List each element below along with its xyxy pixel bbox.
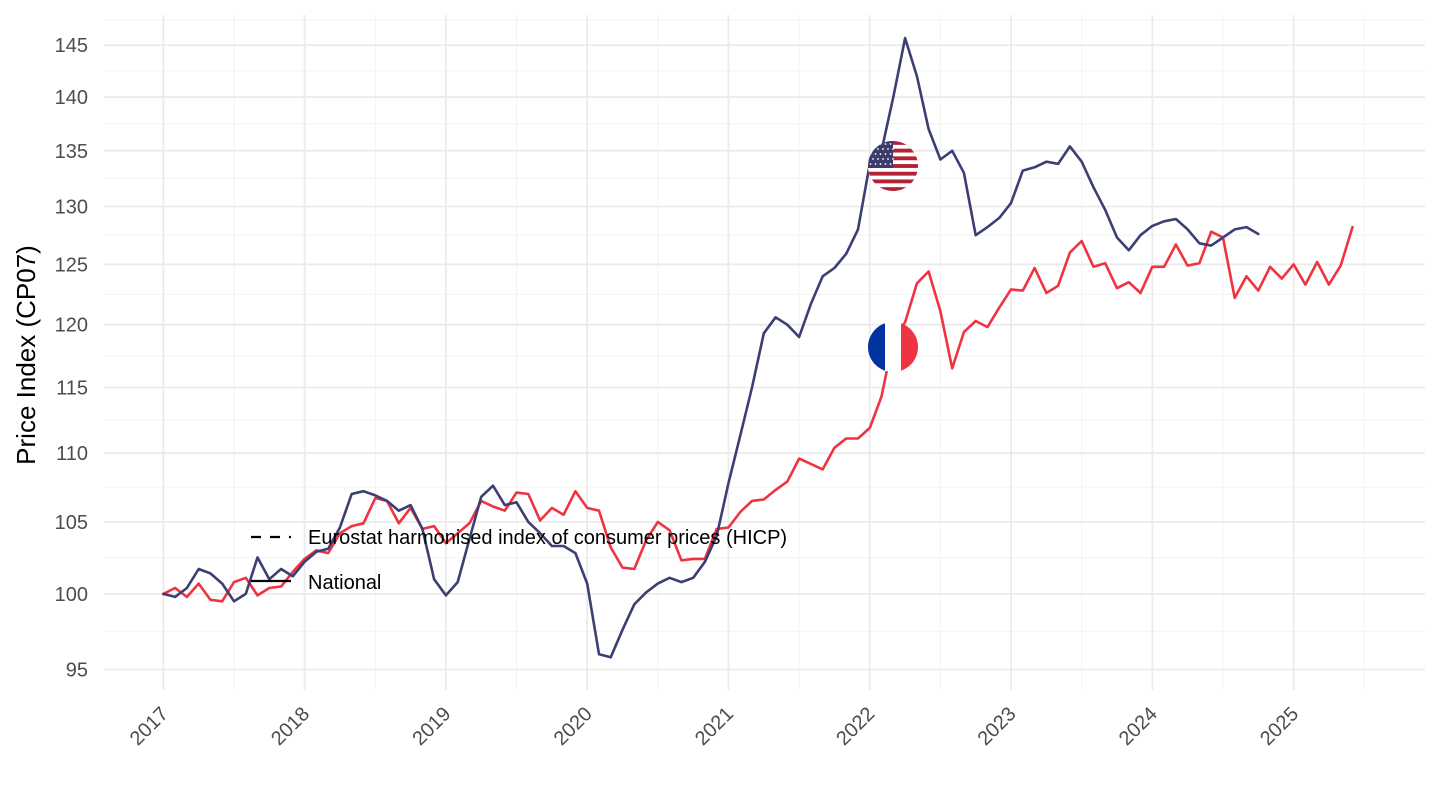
x-tick-label: 2020 bbox=[550, 703, 597, 750]
x-tick-label: 2023 bbox=[974, 703, 1021, 750]
y-tick-label: 105 bbox=[55, 512, 88, 534]
y-axis-tick-labels: 95 100 105 110 115 120 125 130 135 140 145 bbox=[55, 35, 88, 681]
y-tick-label: 130 bbox=[55, 196, 88, 218]
x-axis-tick-labels: 2017 2018 2019 2020 2021 2022 2023 2024 2025 bbox=[126, 703, 1303, 750]
x-tick-label: 2025 bbox=[1256, 703, 1303, 750]
x-tick-label: 2024 bbox=[1115, 703, 1162, 750]
y-tick-label: 145 bbox=[55, 35, 88, 57]
us-flag-icon bbox=[868, 141, 918, 191]
x-tick-label: 2022 bbox=[832, 703, 879, 750]
series-lines bbox=[162, 36, 1354, 659]
series-line-france bbox=[162, 225, 1354, 603]
y-tick-label: 115 bbox=[56, 378, 88, 400]
legend-label-national: National bbox=[308, 572, 381, 594]
x-tick-label: 2019 bbox=[408, 703, 455, 750]
y-tick-label: 140 bbox=[55, 87, 88, 109]
x-tick-label: 2018 bbox=[267, 703, 314, 750]
y-tick-label: 135 bbox=[55, 141, 88, 163]
x-tick-label: 2017 bbox=[126, 703, 173, 750]
france-flag-icon bbox=[868, 322, 918, 372]
y-axis-label: Price Index (CP07) bbox=[11, 245, 41, 465]
y-tick-label: 95 bbox=[66, 660, 88, 682]
legend: Eurostat harmonised index of consumer pr… bbox=[251, 527, 787, 594]
legend-label-hicp: Eurostat harmonised index of consumer pr… bbox=[308, 527, 787, 549]
major-gridlines bbox=[104, 15, 1425, 690]
series-line-united-states bbox=[162, 36, 1260, 659]
y-tick-label: 110 bbox=[56, 443, 88, 465]
minor-gridlines bbox=[104, 15, 1425, 690]
x-tick-label: 2021 bbox=[691, 703, 738, 750]
y-tick-label: 120 bbox=[55, 315, 88, 337]
y-tick-label: 100 bbox=[55, 584, 88, 606]
y-tick-label: 125 bbox=[55, 254, 88, 276]
